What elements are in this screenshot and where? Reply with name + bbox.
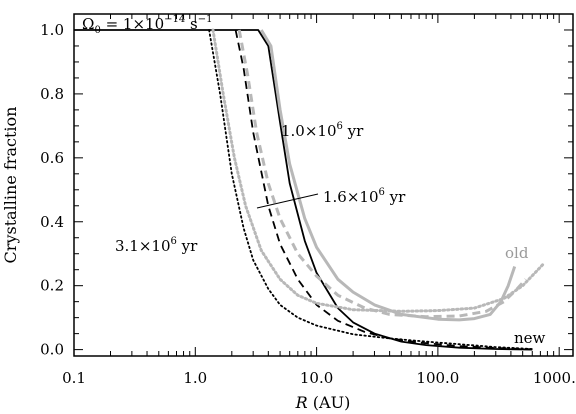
x-tick-label: 1000.0 — [533, 369, 576, 387]
x-tick-label: 100.0 — [416, 369, 459, 387]
x-tick-label: 0.1 — [62, 369, 86, 387]
label-3-1e6-yr: 3.1×106 yr — [115, 236, 198, 255]
label-1-6e6-yr: 1.6×106 yr — [323, 187, 406, 206]
series-line-old-1-6e6 — [237, 29, 527, 319]
series-line-old-3-1e6 — [211, 28, 546, 313]
x-axis-title: R (AU) — [295, 393, 351, 412]
y-tick-label: 0.8 — [40, 85, 64, 103]
series-line-new-1-0e6 — [74, 29, 533, 351]
plot-frame — [73, 13, 574, 357]
label-1-0e6-yr: 1.0×106 yr — [281, 121, 364, 140]
label-new: new — [514, 329, 546, 347]
x-tick-label: 10.0 — [300, 369, 333, 387]
y-tick-label: 0.6 — [40, 149, 64, 167]
y-tick-label: 0.0 — [40, 341, 64, 359]
y-axis-title: Crystalline fraction — [1, 107, 20, 264]
series-line-new-3-1e6 — [208, 29, 534, 350]
x-axis-ticks: 0.1 1.0 10.0 100.0 1000.0 — [62, 14, 576, 387]
label-1-6e6-pointer — [256, 193, 319, 209]
series-line-new-1-6e6 — [234, 29, 533, 351]
y-tick-label: 0.4 — [40, 213, 64, 231]
omega-annotation: Ω0 = 1×10−14 s−1 — [82, 14, 212, 36]
series-line-old-1-0e6 — [260, 29, 517, 322]
y-axis-ticks: 0.0 0.2 0.4 0.6 0.8 1.0 — [40, 13, 573, 359]
label-old: old — [505, 244, 529, 262]
x-tick-label: 1.0 — [183, 369, 207, 387]
series-layer — [74, 28, 546, 351]
y-tick-label: 0.2 — [40, 277, 64, 295]
y-tick-label: 1.0 — [40, 21, 64, 39]
